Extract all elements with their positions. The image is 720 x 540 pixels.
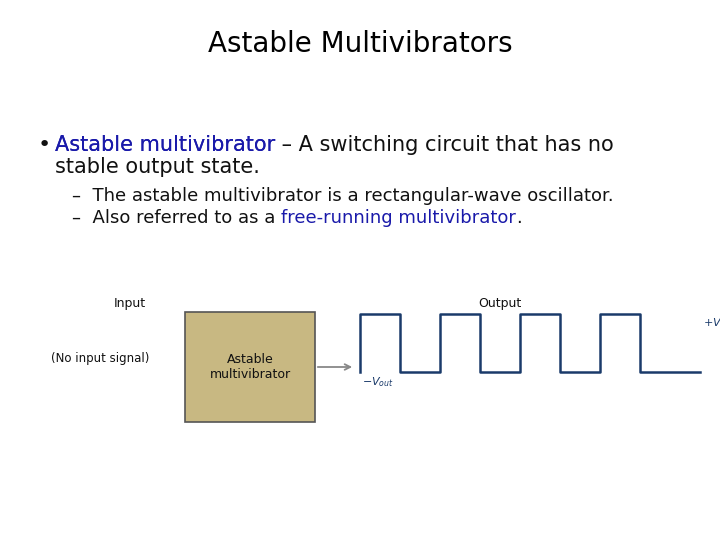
Text: Astable Multivibrators: Astable Multivibrators <box>207 30 513 58</box>
Text: •: • <box>38 135 51 155</box>
Text: (No input signal): (No input signal) <box>51 352 149 365</box>
Text: $+V_{out}$: $+V_{out}$ <box>703 316 720 330</box>
Text: Astable multivibrator: Astable multivibrator <box>55 135 275 155</box>
Text: – A switching circuit that has no: – A switching circuit that has no <box>275 135 614 155</box>
Text: –  Also referred to as a: – Also referred to as a <box>72 209 281 227</box>
Text: Astable multivibrator: Astable multivibrator <box>55 135 275 155</box>
Text: $-V_{out}$: $-V_{out}$ <box>362 375 394 389</box>
Text: free-running multivibrator: free-running multivibrator <box>281 209 516 227</box>
Text: Output: Output <box>478 297 521 310</box>
Text: Astable multivibrator – A switching circuit that has no: Astable multivibrator – A switching circ… <box>55 135 614 155</box>
Text: Astable
multivibrator: Astable multivibrator <box>210 353 291 381</box>
Bar <box>185 312 315 422</box>
Text: stable output state.: stable output state. <box>55 157 260 177</box>
Text: .: . <box>516 209 522 227</box>
Text: Input: Input <box>114 297 146 310</box>
Text: –  The astable multivibrator is a rectangular-wave oscillator.: – The astable multivibrator is a rectang… <box>72 187 613 205</box>
